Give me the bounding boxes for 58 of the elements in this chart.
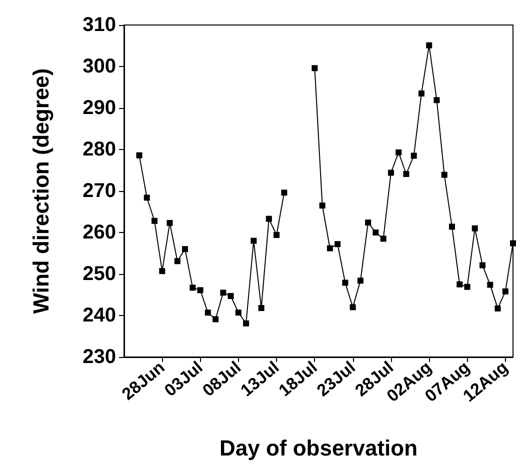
y-tick-label: 230 — [82, 346, 116, 368]
point — [479, 262, 486, 268]
point — [174, 258, 180, 264]
point — [365, 220, 372, 226]
x-axis-title: Day of observation — [219, 436, 418, 460]
point — [152, 218, 158, 224]
y-axis-title: Wind direction (degree) — [28, 68, 54, 314]
y-tick-label: 280 — [82, 138, 116, 160]
point — [410, 152, 417, 159]
point — [250, 238, 257, 244]
y-tick-label: 240 — [82, 304, 116, 326]
point — [159, 268, 166, 274]
point — [197, 287, 204, 294]
point — [350, 304, 356, 310]
point — [319, 202, 326, 209]
point — [342, 280, 348, 286]
point — [326, 245, 333, 252]
point — [403, 170, 410, 177]
point — [266, 216, 272, 222]
point — [448, 224, 455, 230]
y-tick-label: 270 — [82, 180, 116, 202]
point — [487, 282, 494, 288]
point — [204, 310, 211, 316]
y-tick-label: 290 — [82, 97, 116, 119]
y-tick-label: 260 — [82, 222, 116, 244]
y-tick-label: 310 — [82, 14, 116, 36]
point — [243, 320, 250, 326]
point — [502, 288, 508, 294]
point — [190, 284, 196, 291]
point — [274, 232, 280, 238]
point — [494, 305, 501, 312]
point — [396, 149, 402, 156]
point — [144, 194, 150, 201]
point — [472, 225, 478, 232]
point — [136, 152, 142, 158]
point — [235, 310, 242, 316]
point — [372, 230, 379, 236]
point — [434, 97, 440, 104]
point — [357, 278, 364, 284]
y-tick-label: 250 — [82, 263, 116, 285]
point — [418, 90, 424, 96]
point — [281, 190, 288, 196]
point — [456, 281, 463, 288]
point — [312, 65, 318, 72]
y-tick-label: 300 — [82, 56, 116, 78]
point — [166, 220, 173, 226]
point — [182, 246, 188, 252]
point — [426, 42, 432, 48]
point — [228, 292, 234, 299]
point — [220, 290, 226, 296]
point — [464, 284, 470, 290]
point — [258, 305, 264, 312]
point — [212, 316, 219, 322]
point — [388, 170, 394, 176]
point — [441, 172, 448, 178]
point — [510, 240, 516, 246]
point — [380, 236, 386, 242]
point — [334, 241, 341, 248]
